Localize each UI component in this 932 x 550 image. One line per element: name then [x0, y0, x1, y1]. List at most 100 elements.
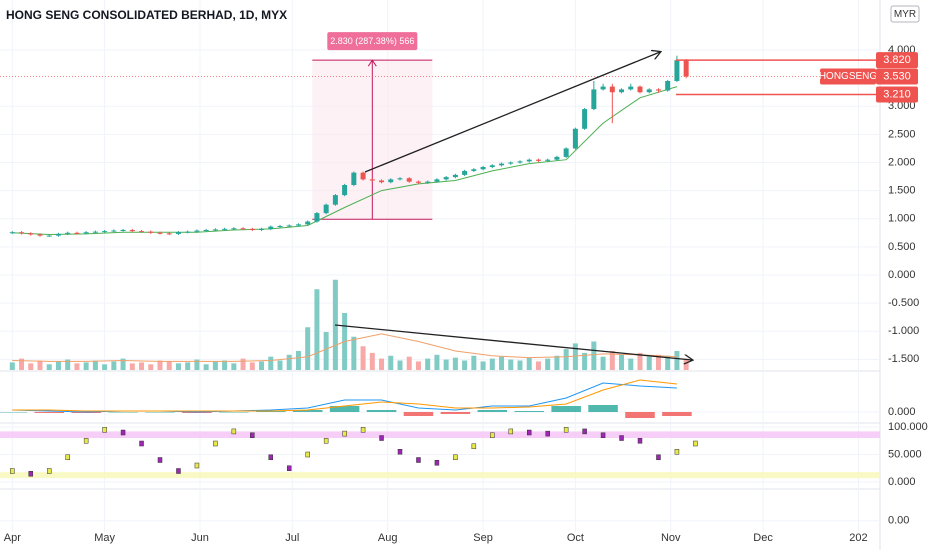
candle-body [102, 231, 108, 233]
chart-title: HONG SENG CONSOLIDATED BERHAD, 1D, MYX [6, 8, 287, 22]
candle-body [9, 232, 15, 234]
candle-body [406, 178, 412, 182]
volume-bar [526, 357, 532, 370]
candle-body [369, 179, 375, 181]
volume-bar [351, 336, 357, 370]
volume-bar [277, 360, 283, 370]
candle-body [332, 195, 338, 205]
x-tick-label: Aug [378, 532, 398, 544]
volume-bar [499, 356, 505, 370]
price-tick-label: 2.500 [888, 128, 916, 140]
candle-body [360, 172, 366, 180]
last-name-box [820, 68, 876, 85]
volume-bar [480, 361, 486, 370]
candle-body [388, 179, 394, 183]
macd-histogram [292, 410, 323, 412]
stoch-dot [360, 427, 366, 433]
stoch-dot [120, 429, 126, 436]
x-tick-label: Sep [473, 532, 493, 544]
stoch-dot [693, 440, 698, 447]
macd-histogram [366, 410, 397, 412]
price-tick-label: -1.500 [888, 353, 919, 365]
candle-body [545, 159, 551, 161]
candle-body [222, 228, 228, 230]
stoch-dot [674, 449, 680, 455]
candle-body [628, 86, 634, 90]
volume-bar [129, 363, 135, 370]
stoch-dot [65, 454, 70, 461]
volume-bar [425, 358, 431, 370]
volume-bar [489, 358, 495, 370]
volume-bar [674, 351, 680, 370]
stoch-dot [471, 443, 477, 450]
volume-bar [46, 364, 52, 370]
stoch-dot [83, 438, 89, 444]
stoch-dot [416, 457, 421, 463]
macd-histogram [551, 406, 581, 412]
last-name: HONGSENG [819, 71, 878, 82]
volume-bar [379, 358, 385, 370]
volume-bar [443, 359, 449, 370]
stoch-dot [286, 465, 292, 472]
candle-body [462, 170, 468, 175]
candle-body [277, 226, 283, 228]
macd-histogram [0, 412, 28, 413]
stoch-dot [46, 468, 52, 474]
volume-bar [314, 289, 320, 370]
x-tick-label: 202 [849, 532, 867, 544]
macd-histogram [477, 410, 508, 412]
stoch-tick-label: 50.000 [888, 448, 922, 460]
candle-body [92, 231, 98, 233]
stoch-dot [10, 468, 15, 474]
candle-body [379, 180, 385, 183]
candle-body [582, 109, 588, 129]
plot: 2.830 (287.38%) 566 [0, 0, 880, 532]
volume-bar [83, 362, 89, 370]
candle-body [286, 225, 292, 227]
stoch-dot [600, 432, 606, 439]
stoch-dot [28, 471, 34, 477]
volume-bar [582, 352, 588, 370]
volume-bar [139, 362, 145, 370]
volume-bar [175, 363, 181, 370]
candle-body [259, 228, 265, 230]
volume-bar [194, 359, 200, 370]
candle-body [415, 181, 421, 183]
volume-bar [545, 358, 551, 370]
macd-histogram [34, 412, 64, 413]
volume-bar [591, 341, 597, 370]
price-tick-label: 0.500 [888, 241, 916, 253]
level-label: 3.210 [883, 88, 911, 100]
stoch-dot [545, 430, 550, 437]
stoch-dot [508, 428, 514, 435]
volume-bar [212, 361, 218, 370]
stoch-dot [157, 457, 163, 463]
candle-body [655, 89, 661, 91]
x-tick-label: Oct [567, 532, 584, 544]
stoch-dot [342, 430, 347, 437]
candle-body [139, 231, 145, 233]
volume-bar [120, 358, 126, 370]
candle-body [19, 232, 25, 234]
volume-bar [406, 356, 412, 370]
volume-bar [148, 364, 154, 370]
candle-body [563, 148, 569, 157]
x-tick-label: Jun [191, 532, 209, 544]
stoch-band [0, 431, 880, 439]
volume-bar [415, 361, 421, 370]
candle-body [28, 233, 34, 235]
volume-bar [646, 356, 652, 370]
candle-body [480, 167, 486, 170]
trend-line [364, 52, 660, 173]
last-label: 3.530 [883, 70, 911, 82]
stoch-dot [563, 427, 569, 433]
macd-histogram [625, 412, 655, 418]
level-label-box [876, 52, 918, 69]
candle-body [74, 232, 80, 234]
x-tick-label: Nov [661, 532, 681, 544]
volume-bar [74, 363, 80, 370]
candle-body [452, 174, 458, 178]
volume-bar [19, 358, 25, 370]
volume-bar [637, 352, 643, 370]
